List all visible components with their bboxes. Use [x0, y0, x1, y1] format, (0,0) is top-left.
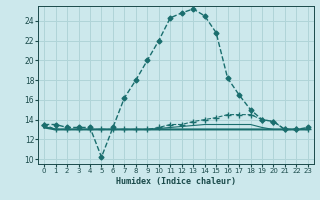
X-axis label: Humidex (Indice chaleur): Humidex (Indice chaleur)	[116, 177, 236, 186]
